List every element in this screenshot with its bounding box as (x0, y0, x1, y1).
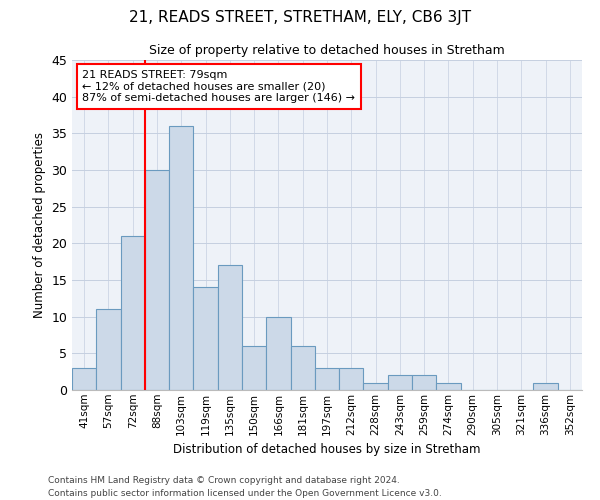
Bar (145, 170, 169, 390)
Text: 21 READS STREET: 79sqm
← 12% of detached houses are smaller (20)
87% of semi-det: 21 READS STREET: 79sqm ← 12% of detached… (82, 70, 355, 103)
Bar (96, 310, 121, 390)
Bar (218, 266, 242, 390)
X-axis label: Distribution of detached houses by size in Stretham: Distribution of detached houses by size … (173, 443, 481, 456)
Text: Contains HM Land Registry data © Crown copyright and database right 2024.
Contai: Contains HM Land Registry data © Crown c… (48, 476, 442, 498)
Bar (412, 376, 436, 390)
Bar (339, 368, 364, 390)
Bar (121, 236, 145, 390)
Bar (315, 368, 339, 390)
Bar (388, 376, 412, 390)
Title: Size of property relative to detached houses in Stretham: Size of property relative to detached ho… (149, 44, 505, 58)
Bar (364, 382, 388, 390)
Bar (72, 368, 96, 390)
Y-axis label: Number of detached properties: Number of detached properties (33, 132, 46, 318)
Bar (533, 382, 558, 390)
Bar (266, 316, 290, 390)
Bar (193, 288, 218, 390)
Bar (290, 346, 315, 390)
Bar (242, 346, 266, 390)
Text: 21, READS STREET, STRETHAM, ELY, CB6 3JT: 21, READS STREET, STRETHAM, ELY, CB6 3JT (129, 10, 471, 25)
Bar (436, 382, 461, 390)
Bar (169, 126, 193, 390)
